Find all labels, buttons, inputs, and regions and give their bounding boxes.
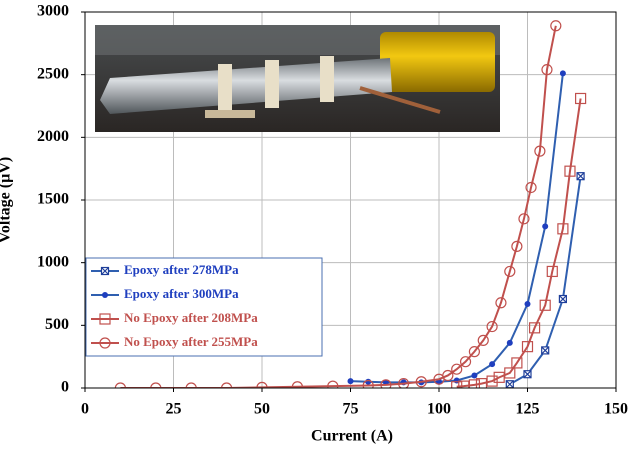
marker: [557, 223, 569, 235]
marker: [256, 381, 268, 388]
marker: [99, 313, 111, 325]
x-tick-label: 150: [604, 401, 628, 418]
y-tick-label: 3000: [37, 3, 69, 20]
marker-cross: [505, 380, 514, 388]
y-tick-label: 1500: [37, 191, 69, 208]
marker: [521, 341, 534, 353]
marker: [504, 367, 516, 379]
marker: [511, 357, 523, 369]
marker: [493, 371, 505, 383]
marker: [574, 92, 587, 105]
marker: [559, 70, 566, 77]
marker-cross: [101, 267, 109, 275]
y-tick-label: 500: [45, 316, 69, 333]
legend-label: Epoxy after 278MPa: [124, 262, 239, 277]
marker: [477, 334, 489, 346]
marker: [347, 378, 354, 385]
marker: [415, 376, 427, 388]
marker: [539, 299, 551, 311]
x-tick-label: 0: [81, 401, 89, 418]
marker-cross: [558, 295, 567, 303]
marker: [489, 361, 496, 368]
y-tick-label: 0: [61, 379, 69, 396]
marker: [564, 165, 576, 177]
marker: [398, 378, 410, 388]
marker: [486, 375, 498, 387]
marker: [525, 181, 537, 194]
marker: [518, 213, 530, 225]
x-tick-label: 50: [254, 401, 270, 418]
marker: [528, 322, 541, 334]
marker: [550, 20, 562, 32]
marker: [150, 382, 162, 388]
legend-label: No Epoxy after 255MPa: [124, 334, 258, 349]
y-tick-label: 1000: [37, 253, 69, 270]
marker: [185, 382, 197, 388]
photo-inset: [95, 25, 500, 132]
marker: [541, 64, 553, 76]
marker: [365, 378, 372, 385]
y-tick-label: 2500: [37, 65, 69, 82]
x-axis-label: Current (A): [311, 428, 393, 445]
legend-label: Epoxy after 300MPa: [124, 286, 239, 301]
marker: [511, 240, 523, 252]
series-layer: [114, 20, 587, 388]
marker: [458, 380, 470, 388]
legend-label: No Epoxy after 208MPa: [124, 310, 258, 325]
marker-cross: [541, 346, 550, 355]
x-tick-label: 75: [343, 401, 359, 418]
marker: [475, 378, 488, 388]
marker: [451, 381, 463, 388]
marker: [504, 265, 516, 278]
marker: [468, 346, 480, 358]
marker: [380, 379, 392, 388]
legend: Epoxy after 278MPa Epoxy after 300MPa No E…: [85, 257, 323, 357]
marker: [459, 356, 472, 368]
y-tick-label: 2000: [37, 128, 69, 145]
x-tick-label: 25: [166, 401, 182, 418]
marker: [114, 382, 126, 388]
x-tick-label: 100: [427, 401, 451, 418]
marker: [442, 369, 454, 382]
marker: [486, 320, 498, 333]
marker: [524, 301, 531, 308]
y-axis-label: Voltage (µV): [0, 157, 14, 243]
x-tick-label: 125: [516, 401, 540, 418]
marker: [495, 297, 507, 309]
marker: [362, 379, 374, 388]
marker: [468, 379, 480, 388]
marker-cross: [576, 172, 585, 181]
marker: [291, 381, 303, 388]
marker-cross: [523, 370, 532, 379]
marker: [99, 337, 111, 349]
marker: [221, 382, 233, 388]
marker: [546, 265, 558, 278]
marker: [506, 339, 513, 346]
marker: [534, 145, 546, 157]
marker: [102, 292, 108, 298]
marker: [542, 223, 549, 230]
marker: [327, 380, 339, 388]
legend-box: [85, 257, 323, 357]
marker: [471, 372, 478, 379]
marker: [451, 363, 463, 375]
